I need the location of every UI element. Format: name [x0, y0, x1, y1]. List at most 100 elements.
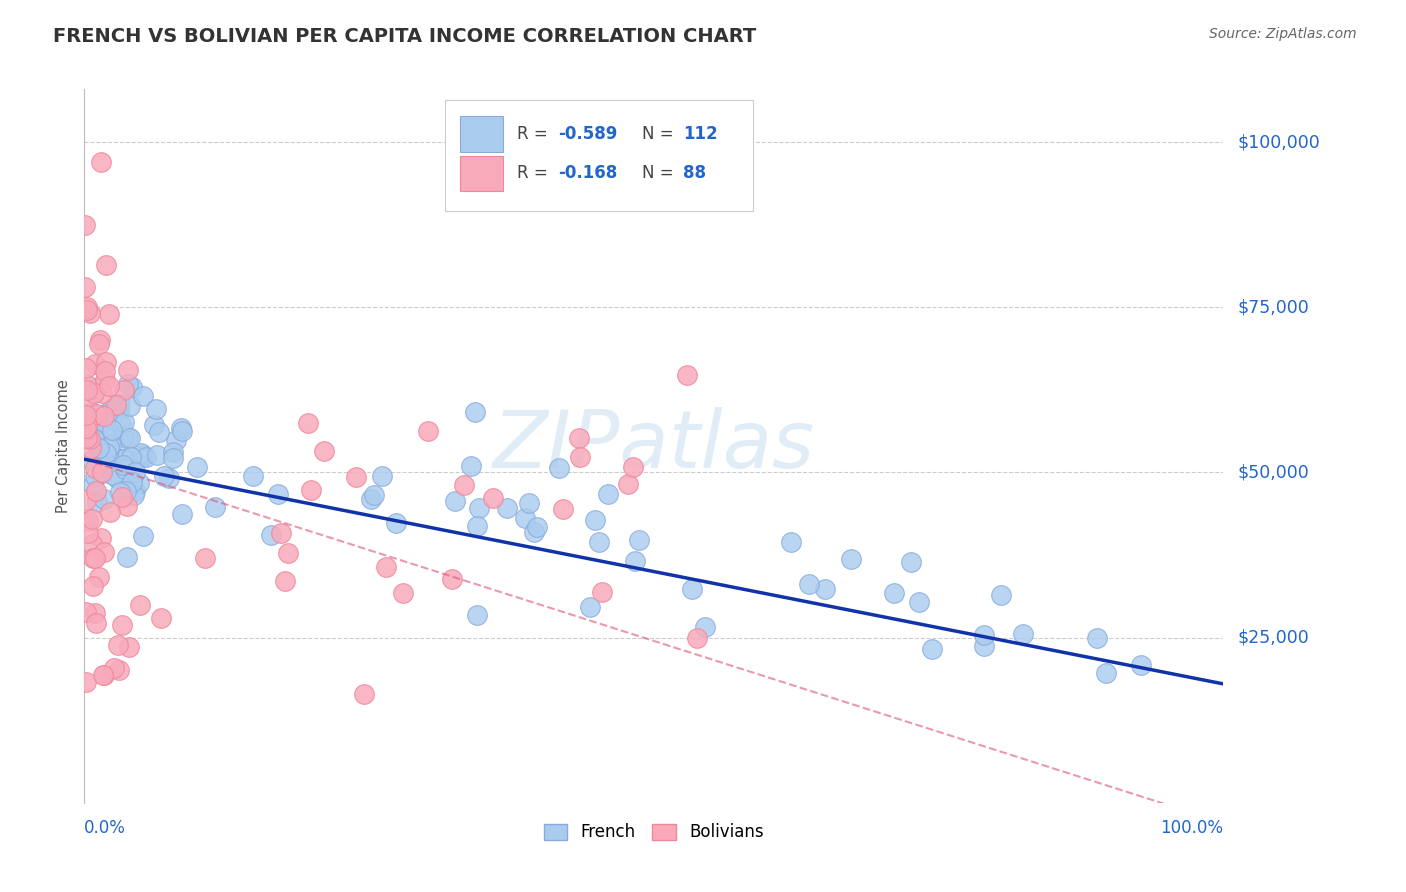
Text: FRENCH VS BOLIVIAN PER CAPITA INCOME CORRELATION CHART: FRENCH VS BOLIVIAN PER CAPITA INCOME COR… [53, 27, 756, 45]
Point [82, 550, 104, 565]
Point [1095, 665, 1118, 680]
Point [121, 379, 143, 393]
Text: $50,000: $50,000 [1237, 464, 1309, 482]
Point [93, 492, 115, 507]
Point [908, 595, 931, 609]
Point [117, 363, 139, 377]
Point [107, 472, 129, 486]
Point [579, 599, 602, 614]
Point [260, 528, 283, 542]
Point [112, 458, 135, 473]
Point [273, 574, 295, 589]
Point [121, 475, 143, 489]
Point [392, 586, 415, 600]
Point [89, 333, 111, 347]
Point [297, 416, 319, 430]
Text: 112: 112 [683, 125, 718, 143]
Point [112, 415, 135, 429]
Point [353, 686, 375, 700]
Point [77, 514, 100, 528]
Point [242, 469, 264, 483]
Point [108, 404, 131, 418]
Point [114, 462, 136, 476]
Point [84, 483, 107, 498]
Point [117, 430, 139, 444]
Point [519, 496, 541, 510]
Point [76, 417, 98, 432]
Point [79, 421, 101, 435]
Point [129, 446, 152, 460]
Point [526, 520, 548, 534]
Point [80, 512, 103, 526]
Point [122, 488, 145, 502]
Point [591, 585, 613, 599]
Point [84, 381, 107, 395]
Text: $25,000: $25,000 [1237, 629, 1309, 647]
Point [375, 560, 398, 574]
Point [131, 448, 153, 462]
Point [169, 421, 191, 435]
Point [312, 444, 335, 458]
Point [900, 555, 922, 569]
Point [114, 451, 136, 466]
Text: Source: ZipAtlas.com: Source: ZipAtlas.com [1209, 27, 1357, 41]
Point [162, 450, 184, 465]
Point [97, 449, 120, 463]
Point [453, 478, 475, 492]
Point [124, 484, 146, 499]
Text: ZIPatlas: ZIPatlas [492, 407, 815, 485]
Point [973, 639, 995, 653]
Point [75, 280, 97, 294]
Point [75, 361, 97, 376]
Point [277, 546, 299, 560]
Point [385, 516, 408, 530]
Point [105, 398, 128, 412]
Point [693, 620, 716, 634]
Point [93, 409, 115, 423]
Point [120, 450, 142, 464]
Point [145, 402, 167, 417]
Point [76, 432, 98, 446]
Point [103, 661, 125, 675]
Point [79, 406, 101, 420]
Point [91, 386, 114, 401]
Point [547, 461, 569, 475]
Point [117, 640, 139, 654]
Point [82, 537, 104, 551]
Point [90, 154, 112, 169]
Text: $75,000: $75,000 [1237, 298, 1309, 317]
Point [267, 486, 290, 500]
Point [111, 617, 134, 632]
FancyBboxPatch shape [446, 100, 752, 211]
Point [84, 550, 107, 565]
Point [75, 218, 97, 232]
Point [87, 337, 110, 351]
Text: N =: N = [643, 125, 679, 143]
Point [146, 448, 169, 462]
Point [94, 373, 117, 387]
Point [84, 616, 107, 631]
Point [157, 471, 180, 485]
Point [100, 438, 122, 452]
Point [568, 431, 591, 445]
Point [97, 378, 120, 392]
Text: -0.168: -0.168 [558, 164, 617, 182]
Point [149, 611, 172, 625]
Text: $100,000: $100,000 [1237, 133, 1320, 151]
Point [101, 423, 124, 437]
FancyBboxPatch shape [460, 155, 503, 191]
Point [75, 493, 97, 508]
Point [194, 550, 217, 565]
Point [75, 421, 97, 435]
Text: 88: 88 [683, 164, 706, 182]
Point [839, 552, 862, 566]
Point [143, 418, 166, 433]
Point [797, 577, 820, 591]
Point [82, 477, 104, 491]
Point [270, 526, 292, 541]
Point [75, 674, 97, 689]
Point [624, 553, 647, 567]
Point [94, 355, 117, 369]
Point [79, 306, 101, 320]
Point [90, 532, 112, 546]
